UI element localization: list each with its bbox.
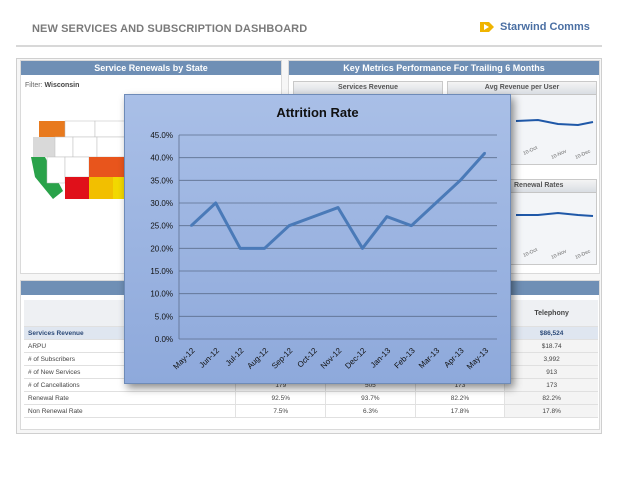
- row-label: Renewal Rate: [24, 391, 236, 405]
- brand-name: Starwind Comms: [500, 21, 590, 33]
- mini-line-chart: 10-Oct 10-Nov 10-Dec: [515, 118, 594, 161]
- cell-value-telephony: $18.74: [504, 339, 598, 353]
- tick-label: 10-Oct: [522, 145, 539, 157]
- x-tick-label: Apr-13: [442, 346, 466, 370]
- cell-value: 6.3%: [325, 404, 416, 418]
- x-tick-label: Jan-13: [369, 346, 393, 370]
- data-point: [263, 247, 266, 250]
- y-tick-label: 30.0%: [150, 199, 173, 208]
- cell-value-telephony: 3,992: [504, 352, 598, 366]
- x-tick-label: Jul-12: [224, 346, 246, 368]
- x-tick-label: Nov-12: [319, 346, 344, 371]
- y-tick-label: 40.0%: [150, 154, 173, 163]
- table-row[interactable]: Renewal Rate 92.5% 93.7% 82.2% 82.2%: [24, 391, 598, 405]
- table-row[interactable]: Non Renewal Rate 7.5% 6.3% 17.8% 17.8%: [24, 404, 598, 418]
- cell-value: 92.5%: [235, 391, 326, 405]
- tick-label: 10-Nov: [550, 148, 568, 160]
- x-tick-label: Dec-12: [343, 346, 368, 371]
- metrics-panel-title: Key Metrics Performance For Trailing 6 M…: [289, 61, 599, 75]
- cell-value: 93.7%: [325, 391, 416, 405]
- brand[interactable]: Starwind Comms: [480, 20, 590, 34]
- cell-value-telephony: $86,524: [504, 326, 598, 340]
- cell-value: 17.8%: [414, 404, 505, 418]
- data-point: [190, 224, 193, 227]
- data-point: [410, 224, 413, 227]
- data-point: [238, 247, 242, 250]
- cell-value-telephony: 913: [504, 365, 598, 379]
- y-tick-label: 0.0%: [155, 335, 173, 344]
- telephony-header[interactable]: Telephony: [504, 300, 598, 327]
- us-map[interactable]: [25, 117, 135, 227]
- x-tick-label: Mar-13: [417, 346, 442, 371]
- data-point: [336, 206, 340, 209]
- data-point: [434, 201, 438, 205]
- x-tick-label: Jun-12: [197, 346, 221, 370]
- attrition-chart-popup[interactable]: Attrition Rate 0.0% 5.0% 10.0% 15.0% 20.0% 25…: [124, 94, 511, 384]
- cell-value: 82.2%: [414, 391, 505, 405]
- header-divider: [16, 45, 602, 47]
- data-point: [361, 247, 364, 250]
- x-tick-label: Sep-12: [270, 346, 295, 371]
- y-tick-label: 10.0%: [150, 290, 173, 299]
- data-point: [459, 179, 462, 182]
- data-point: [385, 215, 389, 218]
- row-label: Non Renewal Rate: [24, 404, 236, 418]
- attrition-rate-line: [190, 152, 486, 250]
- x-tick-label: Feb-13: [393, 346, 418, 371]
- tick-label: 10-Dec: [574, 248, 592, 260]
- tick-label: 10-Nov: [550, 248, 568, 260]
- y-tick-label: 45.0%: [150, 131, 173, 140]
- map-panel-title: Service Renewals by State: [21, 61, 281, 75]
- x-tick-label: May-13: [465, 346, 491, 372]
- y-tick-label: 25.0%: [150, 222, 173, 231]
- y-tick-label: 20.0%: [150, 244, 173, 253]
- dashboard-title: NEW SERVICES AND SUBSCRIPTION DASHBOARD: [32, 23, 308, 35]
- cell-value-telephony: 173: [504, 378, 598, 392]
- mini-line-chart: 10-Oct 10-Nov 10-Dec: [516, 211, 594, 261]
- x-tick-label: May-12: [171, 346, 197, 372]
- data-point: [214, 201, 217, 205]
- data-point: [312, 215, 315, 218]
- cell-value-telephony: 82.2%: [504, 391, 598, 405]
- data-point: [483, 151, 486, 155]
- cell-value-telephony: 17.8%: [504, 404, 598, 418]
- brand-logo-icon: [480, 22, 494, 32]
- tick-label: 10-Oct: [522, 247, 539, 259]
- data-point: [287, 224, 291, 227]
- tick-label: 10-Dec: [574, 148, 592, 160]
- attrition-line-chart: 0.0% 5.0% 10.0% 15.0% 20.0% 25.0% 30.0% 35.0% 40…: [150, 131, 497, 372]
- y-tick-label: 5.0%: [155, 312, 173, 321]
- filter-value: Wisconsin: [44, 82, 80, 89]
- y-tick-label: 35.0%: [150, 176, 173, 185]
- mini-chart-title: Avg Revenue per User: [448, 82, 596, 95]
- y-tick-label: 15.0%: [150, 267, 173, 276]
- x-tick-label: Aug-12: [245, 346, 270, 371]
- x-tick-label: Oct-12: [296, 346, 320, 370]
- cell-value: 7.5%: [235, 404, 326, 418]
- chart-title: Attrition Rate: [276, 105, 359, 120]
- map-filter[interactable]: Filter: Wisconsin: [25, 82, 79, 89]
- filter-label: Filter:: [25, 82, 43, 89]
